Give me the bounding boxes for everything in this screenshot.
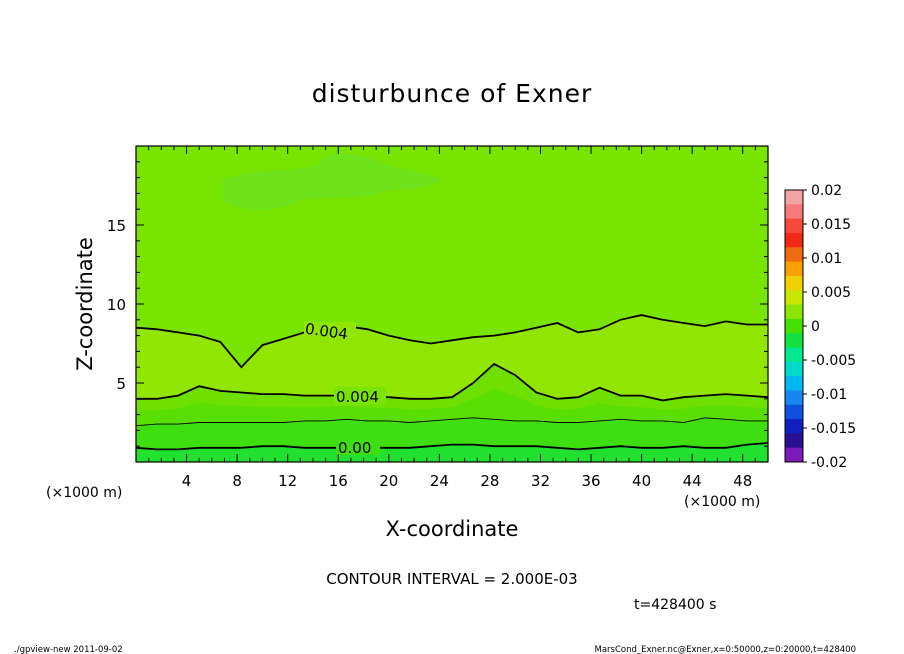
x-tick-label: 20	[379, 472, 398, 490]
x-axis-ticks: 4 8 12 16 20 24 28 32 36 40 44 48	[148, 146, 756, 490]
contour-lines	[136, 314, 768, 451]
contour-line	[136, 442, 768, 451]
colorbar-tick-label: -0.005	[811, 353, 856, 369]
filled-bands	[136, 146, 768, 462]
y-tick-label: 10	[107, 296, 126, 314]
x-tick-label: 40	[632, 472, 651, 490]
upper-lighter-region	[222, 154, 440, 210]
colorbar-tick-label: 0.005	[811, 285, 851, 301]
contour-labels: 0.004 0.004 0.00	[304, 320, 386, 457]
colorbar-segment	[785, 376, 803, 391]
colorbar-segment	[785, 447, 803, 463]
colorbar-segment	[785, 218, 803, 234]
contour-label: 0.00	[338, 439, 371, 457]
x-tick-label: 28	[480, 472, 499, 490]
band-lower-1	[136, 364, 768, 411]
colorbar-tick-label: 0.015	[811, 217, 851, 233]
colorbar-segment	[785, 290, 803, 305]
colorbar-segment	[785, 318, 803, 334]
x-tick-label: 48	[733, 472, 752, 490]
band-lower-2	[136, 388, 768, 426]
footer-right: MarsCond_Exner.nc@Exner,x=0:50000,z=0:20…	[594, 645, 856, 654]
x-tick-label: 24	[430, 472, 449, 490]
x-tick-label: 36	[581, 472, 600, 490]
contour-line	[136, 417, 768, 427]
x-tick-label: 44	[683, 472, 702, 490]
colorbar-segment	[785, 347, 803, 363]
contour-label: 0.004	[336, 388, 379, 406]
colorbar-ticks: 0.02 0.015 0.01 0.005 0 -0.005 -0.01 -0.015 -0.0…	[803, 183, 856, 471]
contour-interval: CONTOUR INTERVAL = 2.000E-03	[326, 570, 577, 588]
colorbar-tick-label: 0.01	[811, 251, 842, 267]
colorbar-segment	[785, 232, 803, 248]
colorbar-tick-label: 0.02	[811, 183, 842, 199]
colorbar	[784, 189, 804, 463]
colorbar-segment	[785, 275, 803, 291]
chart-title: disturbunce of Exner	[312, 79, 593, 108]
colorbar-segment	[785, 190, 803, 205]
colorbar-tick-label: -0.02	[811, 455, 847, 471]
colorbar-segment	[785, 404, 803, 420]
colorbar-tick-label: -0.015	[811, 421, 856, 437]
band-lower-3	[136, 417, 768, 450]
x-tick-label: 32	[531, 472, 550, 490]
contour-line	[136, 314, 768, 369]
colorbar-segment	[785, 333, 803, 348]
colorbar-segment	[785, 419, 803, 434]
x-tick-label: 16	[329, 472, 348, 490]
x-tick-label: 8	[232, 472, 242, 490]
colorbar-segment	[785, 361, 803, 377]
y-tick-label: 15	[107, 217, 126, 235]
y-axis-ticks: 5 10 15	[107, 161, 768, 447]
x-tick-label: 12	[278, 472, 297, 490]
colorbar-segment	[785, 204, 803, 220]
y-tick-label: 5	[116, 375, 126, 393]
x-tick-label: 4	[182, 472, 192, 490]
time-annotation: t=428400 s	[634, 597, 716, 613]
colorbar-segment	[785, 433, 803, 449]
x-axis-label: X-coordinate	[386, 517, 519, 541]
x-unit-right: (×1000 m)	[684, 494, 760, 510]
footer-left: ./gpview-new 2011-09-02	[14, 645, 123, 654]
contour-label: 0.004	[304, 320, 349, 344]
colorbar-tick-label: -0.01	[811, 387, 847, 403]
y-axis-label: Z-coordinate	[73, 237, 97, 371]
x-unit-left: (×1000 m)	[46, 485, 122, 501]
colorbar-segment	[785, 247, 803, 262]
colorbar-segment	[785, 390, 803, 406]
colorbar-segment	[785, 304, 803, 320]
colorbar-tick-label: 0	[811, 319, 820, 335]
contour-line	[136, 362, 768, 402]
colorbar-segment	[785, 261, 803, 277]
